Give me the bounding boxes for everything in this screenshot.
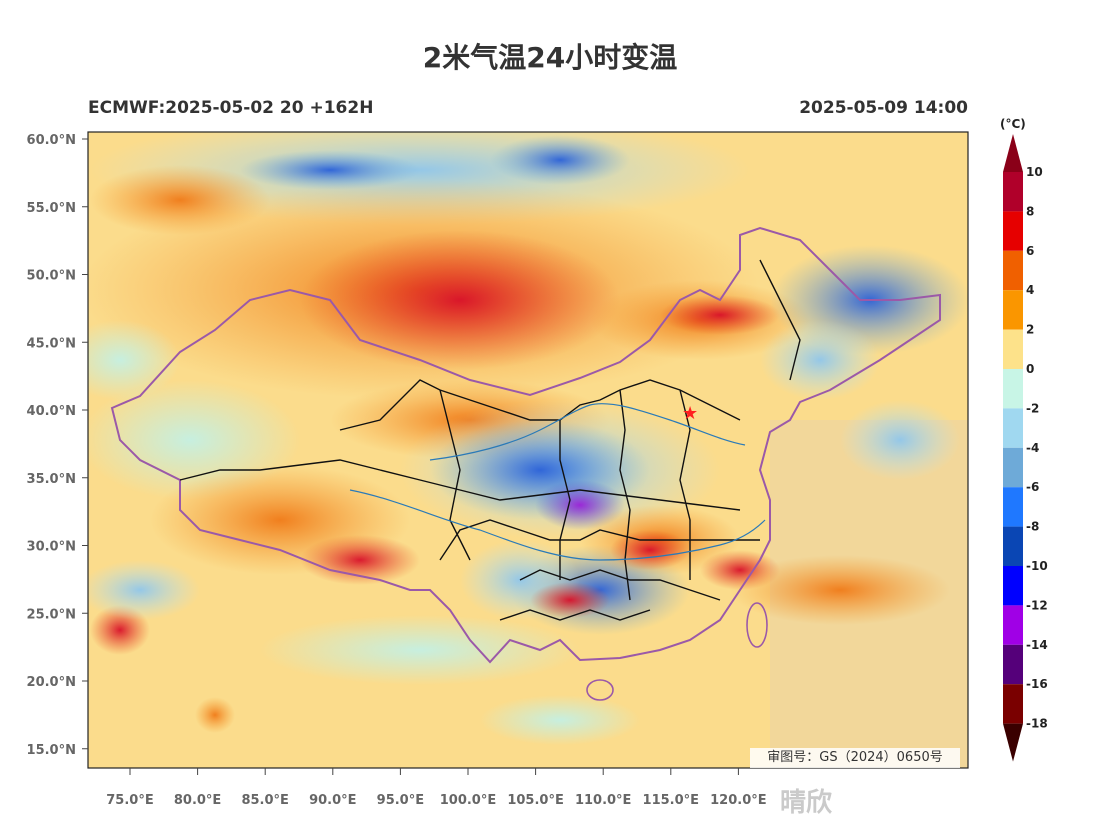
- colorbar-segment: [1003, 211, 1023, 251]
- lat-tick-label: 60.0°N: [27, 133, 76, 148]
- lon-tick-label: 90.0°E: [309, 793, 356, 808]
- colorbar-segment: [1003, 408, 1023, 448]
- colorbar-segment: [1003, 605, 1023, 645]
- lon-tick-label: 80.0°E: [174, 793, 221, 808]
- map-frame: [87, 131, 969, 769]
- colorbar-segment: [1003, 250, 1023, 291]
- lat-tick-label: 45.0°N: [27, 336, 76, 351]
- taiwan-outline: [746, 602, 768, 648]
- lat-tick-label: 25.0°N: [27, 607, 76, 622]
- colorbar-label: -4: [1026, 441, 1039, 455]
- colorbar-label: -10: [1026, 559, 1048, 573]
- lon-tick-label: 95.0°E: [377, 793, 424, 808]
- colorbar-segment: [1003, 566, 1023, 606]
- colorbar-segment: [1003, 369, 1023, 409]
- colorbar-segment: [1003, 172, 1023, 212]
- lat-tick-label: 55.0°N: [27, 201, 76, 216]
- colorbar-label: 2: [1026, 323, 1034, 337]
- colorbar-segment: [1003, 329, 1023, 369]
- colorbar-label: -8: [1026, 520, 1039, 534]
- colorbar-label: -6: [1026, 480, 1039, 494]
- colorbar-label: 10: [1026, 165, 1043, 179]
- lon-tick-label: 85.0°E: [241, 793, 288, 808]
- valid-time-label: 2025-05-09 14:00: [799, 98, 968, 118]
- country-border: [110, 226, 941, 664]
- lat-tick-label: 30.0°N: [27, 540, 76, 555]
- colorbar-segment: [1003, 644, 1023, 685]
- colorbar-segment: [1003, 526, 1023, 566]
- lon-tick-label: 75.0°E: [106, 793, 153, 808]
- colorbar-label: -2: [1026, 401, 1039, 415]
- temperature-change-field: [88, 132, 968, 768]
- lat-tick-label: 50.0°N: [27, 269, 76, 284]
- lon-tick-label: 105.0°E: [507, 793, 564, 808]
- colorbar-label: 4: [1026, 283, 1034, 297]
- colorbar-min-triangle: [1003, 723, 1023, 762]
- colorbar-label: -16: [1026, 677, 1048, 691]
- lon-tick-label: 115.0°E: [643, 793, 700, 808]
- colorbar-label: -12: [1026, 598, 1048, 612]
- lat-tick-label: 20.0°N: [27, 675, 76, 690]
- lat-tick-label: 35.0°N: [27, 472, 76, 487]
- colorbar-label: 6: [1026, 244, 1034, 258]
- colorbar-label: -14: [1026, 638, 1048, 652]
- latitude-axis: 60.0°N 55.0°N 50.0°N 45.0°N 40.0°N 35.0°N 30.0…: [27, 133, 88, 758]
- colorbar-segment: [1003, 447, 1023, 488]
- colorbar-label: 0: [1026, 362, 1034, 376]
- colorbar-label: -18: [1026, 717, 1048, 731]
- colorbar-label: 8: [1026, 204, 1034, 218]
- lat-tick-label: 15.0°N: [27, 743, 76, 758]
- longitude-axis: 75.0°E 80.0°E 85.0°E 90.0°E 95.0°E 100.0°E 105…: [106, 768, 767, 808]
- lon-tick-label: 100.0°E: [440, 793, 497, 808]
- lat-tick-label: 40.0°N: [27, 404, 76, 419]
- lon-tick-label: 110.0°E: [575, 793, 632, 808]
- colorbar: 10 8 6 4 2 0 -2 -4 -6 -8 -10 -12 -14 -16 -18: [1003, 134, 1048, 762]
- model-run-label: ECMWF:2025-05-02 20 +162H: [88, 98, 374, 118]
- hainan-outline: [586, 679, 614, 701]
- colorbar-segment: [1003, 684, 1023, 724]
- colorbar-max-triangle: [1003, 134, 1023, 172]
- beijing-star-icon: ★: [682, 403, 698, 424]
- colorbar-unit: (°C): [1000, 117, 1026, 131]
- lon-tick-label: 120.0°E: [710, 793, 767, 808]
- rivers: [349, 403, 766, 561]
- watermark: 晴欣: [780, 788, 833, 818]
- colorbar-segment: [1003, 487, 1023, 527]
- map-approval-number: 审图号：GS（2024）0650号: [750, 748, 960, 768]
- chart-title: 2米气温24小时变温: [422, 41, 678, 74]
- colorbar-segment: [1003, 290, 1023, 330]
